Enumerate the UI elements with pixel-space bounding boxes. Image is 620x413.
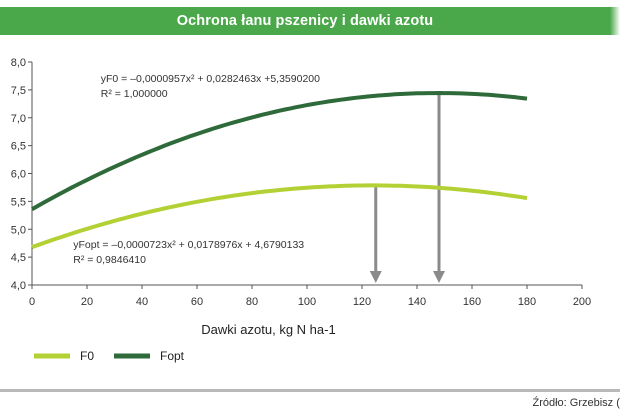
series-lines (31, 91, 528, 249)
annotation-f0-equation: yF0 = –0,0000957x² + 0,0282463x +5,35902… (101, 73, 320, 85)
chart-title: Ochrona łanu pszenicy i dawki azotu (176, 13, 434, 29)
y-tick-label: 4,5 (11, 252, 26, 264)
legend: F0 Fopt (34, 349, 185, 363)
x-tick-label: 0 (29, 296, 35, 308)
y-tick-label: 5,0 (11, 224, 26, 236)
arrow-fopt-head (369, 271, 382, 283)
title-bar: Ochrona łanu pszenicy i dawki azotu (0, 7, 620, 35)
x-tick-label: 180 (518, 296, 536, 308)
y-tick-label: 7,5 (11, 85, 26, 97)
x-tick-label: 140 (408, 296, 426, 308)
x-tick-label: 60 (191, 296, 203, 308)
arrow-f0-head (433, 271, 445, 283)
x-tick-label: 40 (136, 296, 148, 308)
optimum-arrows (369, 93, 445, 283)
x-tick-label: 20 (81, 296, 93, 308)
y-tick-label: 7,0 (11, 113, 26, 125)
chart-svg: 4,0 4,5 5,0 5,5 6,0 6,5 7,0 7,5 8,0 0 20 40 60 80 100 1… (11, 57, 591, 363)
y-tick-label: 8,0 (11, 57, 26, 69)
series-f0-line (31, 91, 528, 211)
x-tick-label: 80 (246, 296, 258, 308)
annotation-fopt-equation: yFopt = –0,0000723x² + 0,0178976x + 4,67… (73, 239, 304, 251)
annotation-fopt-r2: R² = 0,9846410 (73, 254, 146, 266)
y-tick-label: 6,0 (11, 169, 26, 181)
bottom-rule (0, 389, 620, 392)
source-note: Źródło: Grzebisz (2 (532, 397, 620, 409)
x-tick-label: 160 (463, 296, 481, 308)
annotation-f0-r2: R² = 1,000000 (101, 88, 168, 100)
y-tick-label: 6,5 (11, 141, 26, 153)
legend-label-1: F0 (80, 349, 94, 363)
y-tick-label: 4,0 (11, 280, 26, 292)
y-tick-label: 5,5 (11, 196, 26, 208)
x-axis-title: Dawki azotu, kg N ha-1 (201, 322, 335, 337)
series-fopt-line (31, 183, 528, 249)
x-tick-label: 200 (573, 296, 591, 308)
legend-label-2: Fopt (160, 349, 185, 363)
x-tick-label: 120 (353, 296, 371, 308)
x-tick-label: 100 (298, 296, 316, 308)
equation-annotations: yF0 = –0,0000957x² + 0,0282463x +5,35902… (73, 73, 320, 266)
axes: 4,0 4,5 5,0 5,5 6,0 6,5 7,0 7,5 8,0 0 20 40 60 80 100 1… (11, 57, 591, 337)
